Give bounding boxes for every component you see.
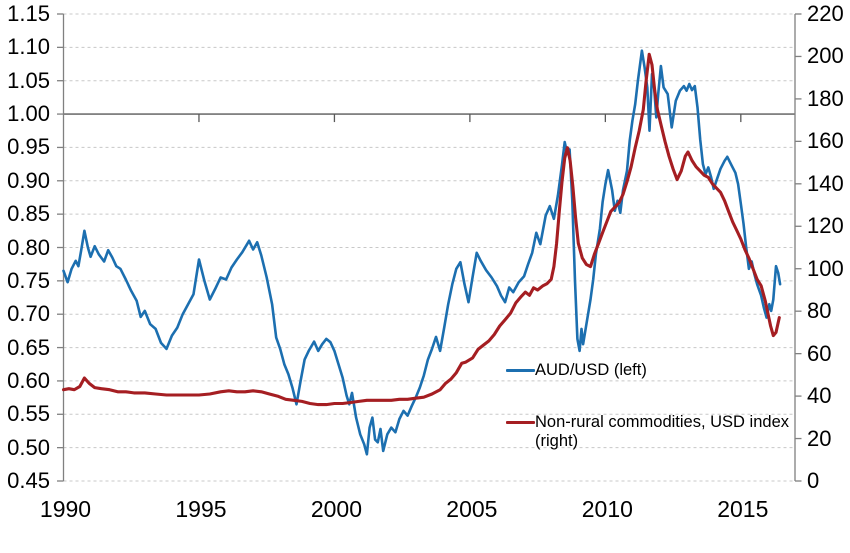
legend-label-commodities-line1: Non-rural commodities, USD index: [535, 413, 790, 431]
x-axis-tick-label: 2000: [310, 496, 362, 522]
left-axis-tick-label: 0.50: [7, 434, 50, 460]
legend-item-commodities: Non-rural commodities, USD index (right): [506, 413, 789, 451]
left-axis-tick-label: 0.65: [7, 334, 50, 360]
left-axis-tick-label: 1.15: [7, 1, 50, 26]
left-axis-tick-label: 0.55: [7, 401, 50, 427]
right-axis-tick-label: 20: [807, 425, 832, 451]
right-axis-tick-label: 200: [807, 43, 844, 69]
legend-item-aud-usd: AUD/USD (left): [506, 361, 789, 380]
left-axis-tick-label: 1.10: [7, 34, 50, 60]
left-axis-tick-label: 0.80: [7, 234, 50, 260]
right-axis-tick-label: 160: [807, 128, 844, 154]
commodities-line-swatch: [506, 421, 535, 425]
right-axis-tick-label: 80: [807, 298, 832, 324]
aud-usd-line-swatch: [506, 369, 535, 373]
right-axis-tick-label: 60: [807, 340, 832, 366]
x-axis-tick-label: 1990: [39, 496, 92, 522]
left-axis-tick-label: 0.70: [7, 301, 50, 327]
commodities-line: [61, 52, 781, 407]
right-axis-tick-label: 0: [807, 468, 820, 493]
left-axis-tick-label: 0.90: [7, 167, 50, 193]
left-axis-tick-label: 1.05: [7, 67, 50, 93]
left-axis-tick-label: 1.00: [7, 101, 50, 127]
x-axis-tick-label: 2015: [717, 496, 769, 522]
left-axis-tick-label: 0.45: [7, 468, 50, 493]
legend-label-aud-usd: AUD/USD (left): [535, 361, 647, 379]
left-axis-tick-label: 0.60: [7, 367, 50, 393]
legend-label-commodities-line2: (right): [535, 432, 579, 450]
legend: AUD/USD (left) Non-rural commodities, US…: [506, 361, 789, 484]
right-axis-tick-label: 180: [807, 85, 844, 111]
aud-usd-line: [62, 49, 782, 456]
left-axis-tick-label: 0.75: [7, 267, 50, 293]
right-axis-tick-label: 40: [807, 383, 832, 409]
right-axis-tick-label: 120: [807, 213, 844, 239]
left-axis-tick-label: 0.95: [7, 134, 50, 160]
left-axis-tick-label: 0.85: [7, 201, 50, 227]
right-axis-tick-label: 140: [807, 170, 844, 196]
x-axis-tick-label: 2005: [446, 496, 498, 522]
x-axis-tick-label: 1995: [175, 496, 227, 522]
right-axis-tick-label: 100: [807, 255, 844, 281]
right-axis-tick-label: 220: [807, 1, 844, 26]
x-axis-tick-label: 2010: [581, 496, 633, 522]
